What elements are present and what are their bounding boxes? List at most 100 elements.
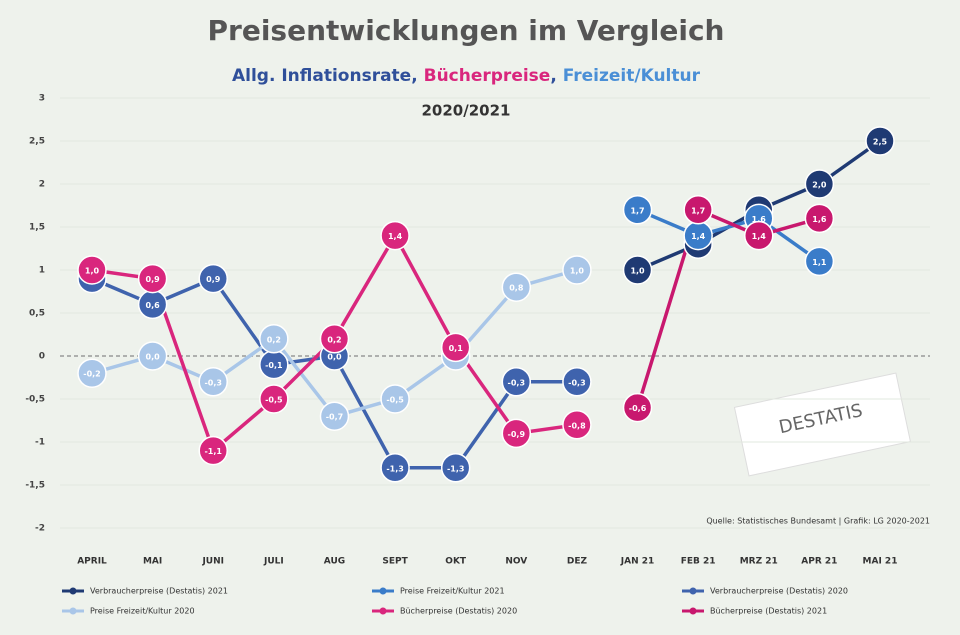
- data-label: -1,3: [447, 464, 465, 473]
- data-point: [622, 195, 653, 225]
- data-point: [501, 367, 532, 397]
- subtitle-part: Allg. Inflationsrate: [232, 66, 411, 86]
- data-label: -0,9: [508, 430, 526, 439]
- data-point: [501, 418, 532, 449]
- x-tick-label: MAI: [143, 557, 162, 567]
- data-label: 2,5: [873, 138, 888, 147]
- data-point: [562, 410, 592, 440]
- legend-marker: [689, 587, 697, 595]
- data-point: [804, 169, 835, 199]
- data-point: [622, 392, 653, 423]
- data-point: [319, 401, 350, 431]
- data-point: [137, 263, 168, 294]
- data-label: 1,4: [691, 232, 706, 241]
- data-point: [804, 246, 835, 277]
- x-tick-label: APR 21: [801, 557, 837, 567]
- data-label: 1,7: [691, 206, 705, 215]
- data-point: [259, 324, 289, 354]
- data-label: 0,8: [509, 284, 524, 293]
- data-label: -0,6: [629, 404, 647, 413]
- legend-marker: [379, 607, 387, 615]
- chart-subtitle: Allg. Inflationsrate, Bücherpreise, Frei…: [232, 66, 701, 86]
- data-point: [77, 255, 107, 285]
- data-label: -0,3: [204, 378, 222, 387]
- subtitle-separator: ,: [411, 66, 423, 86]
- data-point: [198, 367, 228, 397]
- data-point: [198, 263, 228, 294]
- data-label: 1,1: [812, 258, 827, 267]
- data-point: [380, 384, 410, 414]
- data-point: [380, 220, 410, 251]
- data-label: 0,9: [146, 275, 161, 284]
- y-tick-label: -1: [35, 438, 45, 448]
- x-tick-label: MAI 21: [863, 557, 898, 567]
- data-point: [622, 255, 653, 285]
- data-label: 1,6: [812, 215, 827, 224]
- x-tick-label: OKT: [445, 557, 467, 567]
- series-line: [635, 207, 820, 409]
- data-point: [501, 272, 532, 302]
- x-tick-label: FEB 21: [681, 557, 716, 567]
- y-tick-label: 3: [39, 94, 45, 104]
- legend-label: Preise Freizeit/Kultur 2021: [400, 587, 505, 596]
- x-tick-label: MRZ 21: [740, 557, 778, 567]
- data-label: -0,7: [326, 413, 344, 422]
- y-tick-label: -1,5: [25, 481, 45, 491]
- data-point: [319, 324, 350, 354]
- data-point: [77, 358, 107, 388]
- chart-title: Preisentwicklungen im Vergleich: [208, 14, 725, 47]
- data-label: 0,0: [146, 353, 161, 362]
- legend-marker: [379, 587, 387, 595]
- data-label: 1,0: [85, 267, 100, 276]
- data-label: -0,3: [508, 378, 526, 387]
- legend-marker: [689, 607, 697, 615]
- source: Quelle: Statistisches Bundesamt | Grafik…: [706, 517, 930, 526]
- x-tick-label: NOV: [505, 557, 527, 567]
- y-tick-label: 0,5: [29, 309, 45, 319]
- x-tick-label: JUNI: [201, 557, 224, 567]
- data-label: -0,2: [83, 370, 101, 379]
- data-label: -0,8: [568, 421, 586, 430]
- data-point: [440, 453, 471, 483]
- legend-marker: [69, 587, 77, 595]
- y-tick-label: 1,5: [29, 223, 45, 233]
- data-label: 1,4: [388, 232, 403, 241]
- x-tick-label: JULI: [263, 557, 284, 567]
- data-label: -0,1: [265, 361, 283, 370]
- period: 2020/2021: [422, 102, 511, 120]
- data-label: 1,0: [570, 267, 585, 276]
- legend-label: Bücherpreise (Destatis) 2021: [710, 607, 827, 616]
- data-label: -0,3: [568, 378, 586, 387]
- series-line: [636, 208, 821, 263]
- legend-label: Preise Freizeit/Kultur 2020: [90, 607, 195, 616]
- subtitle-part: Bücherpreise: [424, 66, 551, 86]
- data-label: 1,7: [630, 206, 644, 215]
- data-point: [440, 332, 471, 363]
- y-tick-label: -2: [35, 524, 45, 534]
- x-tick-label: SEPT: [382, 557, 408, 567]
- y-tick-label: 1: [39, 266, 45, 276]
- legend-label: Bücherpreise (Destatis) 2020: [400, 607, 517, 616]
- data-label: 0,0: [327, 353, 342, 362]
- data-point: [744, 220, 774, 251]
- data-point: [562, 255, 592, 285]
- x-tick-label: DEZ: [567, 557, 588, 567]
- data-label: -0,5: [386, 396, 404, 405]
- legend-label: Verbraucherpreise (Destatis) 2020: [710, 587, 848, 596]
- legend-label: Verbraucherpreise (Destatis) 2021: [90, 587, 228, 596]
- data-label: 0,6: [146, 301, 161, 310]
- x-tick-label: AUG: [324, 557, 345, 567]
- data-label: -1,1: [204, 447, 222, 456]
- data-label: -0,5: [265, 396, 283, 405]
- data-label: 0,2: [267, 335, 281, 344]
- data-label: 1,6: [752, 215, 767, 224]
- x-tick-label: APRIL: [77, 557, 107, 567]
- y-tick-label: 2: [39, 180, 45, 190]
- y-tick-label: 2,5: [29, 137, 45, 147]
- data-point: [137, 341, 168, 371]
- data-point: [562, 367, 592, 397]
- data-point: [198, 435, 228, 466]
- y-tick-label: -0,5: [25, 395, 45, 405]
